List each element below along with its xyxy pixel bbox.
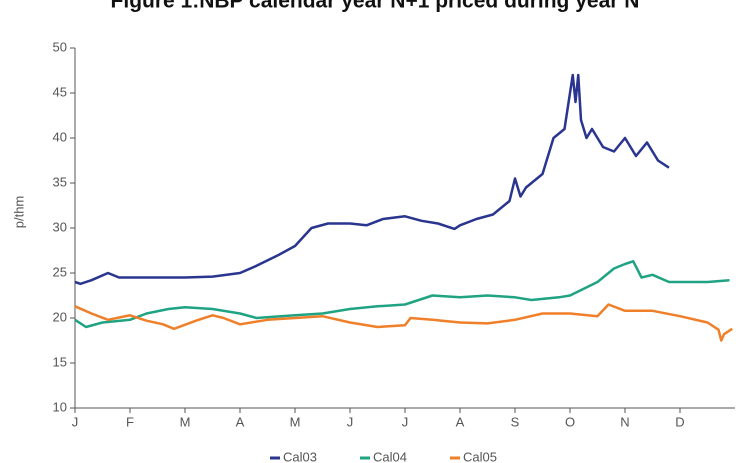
chart-title: Figure 1:NBP calendar year N+1 priced du…	[111, 0, 640, 13]
series-line	[74, 73, 670, 286]
y-axis-label: p/thm	[11, 196, 26, 229]
y-tick-label: 10	[53, 399, 67, 414]
legend-label: Cal04	[373, 449, 407, 463]
x-tick-label: J	[347, 414, 354, 429]
y-tick-label: 15	[53, 354, 67, 369]
x-tick-label: A	[236, 414, 245, 429]
y-tick-label: 45	[53, 84, 67, 99]
x-tick-label: F	[126, 414, 134, 429]
y-tick-label: 50	[53, 39, 67, 54]
y-tick-label: 25	[53, 264, 67, 279]
series-line	[74, 303, 733, 342]
x-tick-label: A	[456, 414, 465, 429]
y-tick-label: 20	[53, 309, 67, 324]
y-tick-label: 35	[53, 174, 67, 189]
legend-label: Cal03	[283, 449, 317, 463]
x-tick-label: O	[565, 414, 575, 429]
legend-label: Cal05	[463, 449, 497, 463]
x-tick-label: M	[290, 414, 301, 429]
x-tick-label: N	[620, 414, 629, 429]
x-tick-label: D	[675, 414, 684, 429]
x-tick-label: J	[402, 414, 409, 429]
series-line	[74, 260, 730, 329]
y-tick-label: 40	[53, 129, 67, 144]
x-tick-label: J	[72, 414, 79, 429]
y-tick-label: 30	[53, 219, 67, 234]
x-tick-label: S	[511, 414, 520, 429]
x-tick-label: M	[180, 414, 191, 429]
